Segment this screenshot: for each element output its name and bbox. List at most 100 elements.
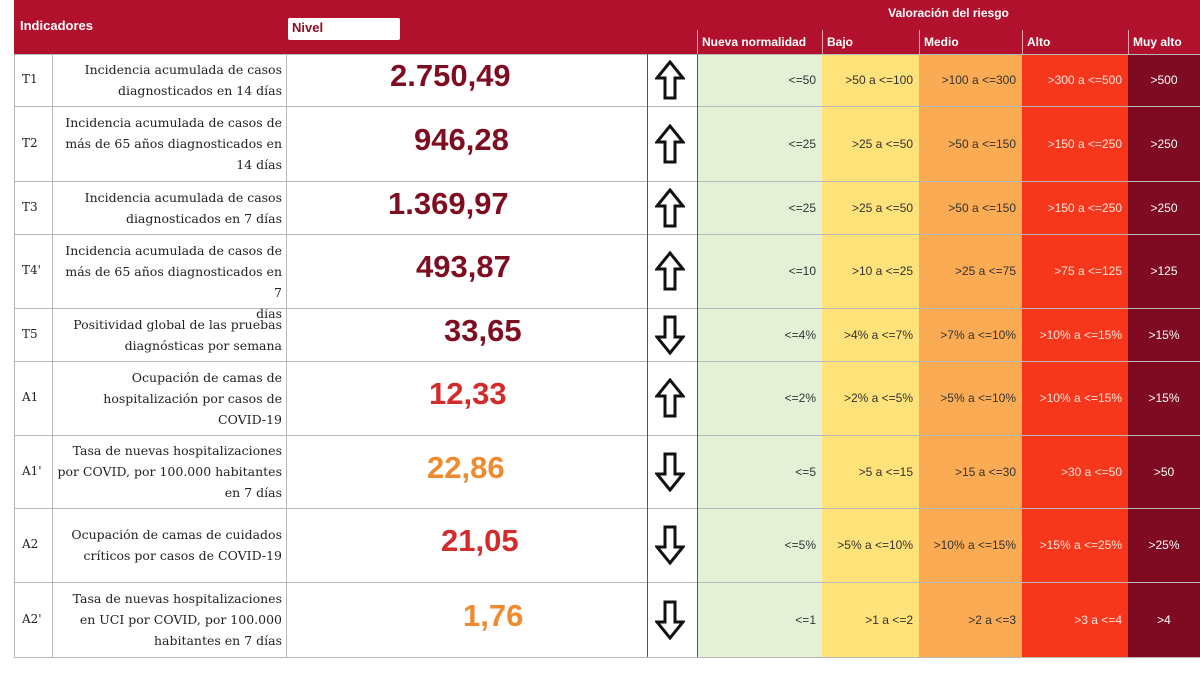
down-arrow-icon [655, 452, 685, 492]
band-header-new-normal: Nueva normalidad [697, 30, 822, 54]
risk-band-high: >300 a <=500 [1022, 54, 1128, 106]
band-header-very-high: Muy alto [1128, 30, 1200, 54]
risk-band-range: >25 a <=50 [851, 136, 913, 151]
risk-band-new-normal: <=1 [697, 582, 822, 657]
risk-band-range: >250 [1150, 136, 1178, 151]
risk-band-medium: >50 a <=150 [919, 181, 1022, 234]
risk-band-high: >150 a <=250 [1022, 181, 1128, 234]
down-arrow-icon [655, 315, 685, 355]
column-divider [52, 54, 53, 657]
indicator-description: Incidencia acumulada de casos de más de 6… [56, 240, 282, 324]
risk-band-range: <=25 [788, 200, 816, 215]
indicator-code: A1' [22, 463, 42, 478]
indicator-description-line: por COVID, por 100.000 habitantes [57, 464, 282, 479]
risk-band-range: >125 [1150, 264, 1178, 278]
risk-band-range: >4 [1157, 612, 1171, 627]
column-divider [14, 54, 15, 657]
risk-band-range: >10% a <=15% [933, 538, 1016, 552]
indicator-description: Ocupación de camas de hospitalización por… [56, 367, 282, 430]
indicator-description-line: habitantes en 7 días [153, 633, 282, 648]
indicator-code: A2 [22, 537, 39, 551]
row-divider [14, 657, 1200, 658]
risk-band-medium: >15 a <=30 [919, 435, 1022, 508]
risk-band-range: <=4% [784, 327, 816, 342]
risk-band-range: >15% [1148, 391, 1180, 405]
risk-band-high: >15% a <=25% [1022, 508, 1128, 582]
indicator-description-line: más de 65 años diagnosticados en 7 [65, 263, 282, 300]
risk-band-medium: >100 a <=300 [919, 54, 1022, 106]
risk-band-range: >10% a <=15% [1039, 391, 1122, 405]
indicator-description-line: 14 días [236, 157, 282, 172]
risk-band-new-normal: <=2% [697, 361, 822, 435]
risk-band-range: <=50 [788, 73, 816, 87]
column-divider [647, 54, 648, 657]
risk-band-range: >10 a <=25 [851, 264, 913, 278]
row-divider [14, 234, 1200, 235]
risk-band-new-normal: <=5 [697, 435, 822, 508]
risk-band-medium: >50 a <=150 [919, 106, 1022, 181]
risk-band-range: <=5% [784, 538, 816, 552]
indicator-description-line: en UCI por COVID, por 100.000 [79, 612, 282, 627]
indicator-description-line: diagnosticados en 7 días [125, 210, 282, 226]
risk-band-range: >1 a <=2 [865, 612, 913, 627]
risk-band-high: >10% a <=15% [1022, 361, 1128, 435]
indicator-value: 946,28 [414, 121, 509, 157]
column-divider [286, 54, 287, 657]
risk-band-range: >15% a <=25% [1039, 538, 1122, 552]
risk-band-low: >25 a <=50 [822, 106, 919, 181]
indicator-description-line: Incidencia acumulada de casos de [65, 115, 282, 130]
indicator-description-line: Incidencia acumulada de casos [84, 62, 282, 77]
risk-band-new-normal: <=50 [697, 54, 822, 106]
indicator-description-line: críticos por casos de COVID-19 [83, 548, 282, 563]
table-header-risk [697, 0, 1200, 54]
indicator-value: 1.369,97 [388, 185, 509, 221]
up-arrow-icon [655, 378, 685, 418]
risk-band-low: >2% a <=5% [822, 361, 919, 435]
row-divider [14, 435, 1200, 436]
row-divider [14, 508, 1200, 509]
risk-band-high: >75 a <=125 [1022, 234, 1128, 308]
risk-band-medium: >2 a <=3 [919, 582, 1022, 657]
risk-band-range: >2 a <=3 [968, 612, 1016, 627]
risk-band-very-high: >15% [1128, 361, 1200, 435]
indicator-code: A1 [22, 390, 39, 404]
risk-band-range: >50 a <=150 [948, 200, 1016, 215]
risk-band-range: >50 a <=100 [845, 73, 913, 87]
risk-band-range: >50 a <=150 [948, 136, 1016, 151]
row-divider [14, 361, 1200, 362]
indicator-value: 493,87 [416, 249, 511, 284]
level-header-box: Nivel [288, 18, 400, 40]
row-divider [14, 582, 1200, 583]
risk-band-medium: >7% a <=10% [919, 308, 1022, 361]
indicator-description-line: Incidencia acumulada de casos [84, 189, 282, 205]
risk-band-low: >4% a <=7% [822, 308, 919, 361]
up-arrow-icon [655, 124, 685, 164]
band-header-low: Bajo [822, 30, 919, 54]
indicator-code: A2' [22, 611, 42, 626]
indicator-description: Positividad global de las pruebas diagnós… [56, 314, 282, 356]
indicator-description-line: Positividad global de las pruebas [73, 316, 282, 332]
indicator-value: 12,33 [429, 376, 507, 411]
indicator-description: Incidencia acumulada de casos diagnostica… [56, 187, 282, 229]
risk-band-range: >25% [1148, 538, 1180, 552]
risk-band-new-normal: <=25 [697, 106, 822, 181]
indicator-value: 2.750,49 [390, 58, 511, 93]
indicator-description: Incidencia acumulada de casos de más de 6… [56, 112, 282, 175]
risk-band-high: >30 a <=50 [1022, 435, 1128, 508]
up-arrow-icon [655, 251, 685, 291]
indicator-code: T1 [22, 72, 38, 86]
risk-band-medium: >5% a <=10% [919, 361, 1022, 435]
risk-band-range: >5 a <=15 [858, 464, 913, 479]
indicator-description-line: diagnósticas por semana [124, 337, 282, 353]
row-divider [14, 308, 1200, 309]
indicator-code: T2 [22, 135, 38, 150]
risk-band-range: >30 a <=50 [1060, 464, 1122, 479]
risk-band-new-normal: <=25 [697, 181, 822, 234]
row-divider [14, 181, 1200, 182]
up-arrow-icon [655, 188, 685, 228]
risk-band-range: >3 a <=4 [1074, 612, 1122, 627]
risk-band-low: >5% a <=10% [822, 508, 919, 582]
risk-band-range: >25 a <=50 [851, 200, 913, 215]
indicator-description: Ocupación de camas de cuidados críticos p… [56, 524, 282, 566]
indicator-description-line: COVID-19 [218, 411, 282, 427]
